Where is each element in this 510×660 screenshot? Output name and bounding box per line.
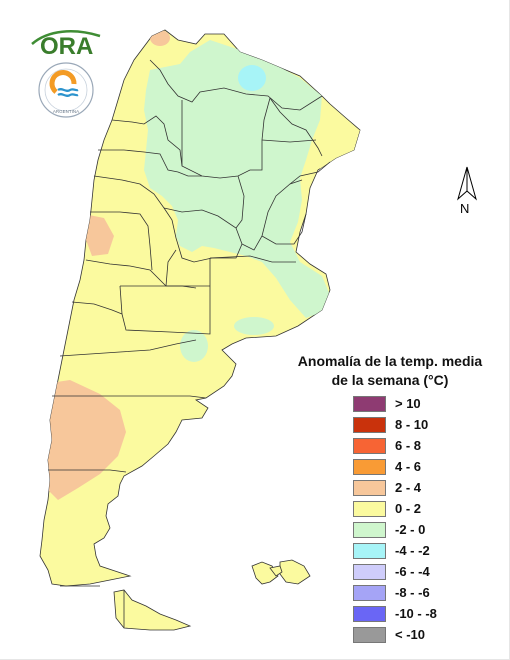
legend-swatch xyxy=(353,501,386,517)
border-entre-rios xyxy=(261,213,307,245)
border-rio-negro xyxy=(59,339,197,357)
ora-wordmark: ORA xyxy=(40,33,93,60)
legend-item: 2 - 4 xyxy=(353,479,493,500)
legend-label: -6 - -4 xyxy=(395,564,430,579)
legend-item: 0 - 2 xyxy=(353,500,493,521)
legend-label: -2 - 0 xyxy=(395,522,426,537)
legend-title-line2: de la semana (°C) xyxy=(331,372,449,388)
legend-swatch xyxy=(353,459,386,475)
zone-warm-west xyxy=(84,214,114,256)
border-la-rioja xyxy=(93,175,173,221)
anomaly-zones xyxy=(44,30,360,500)
legend-label: 2 - 4 xyxy=(395,480,422,495)
legend-item: < -10 xyxy=(353,626,493,647)
ora-swoosh xyxy=(31,30,101,45)
wave-icon xyxy=(57,88,79,92)
legend-item: > 10 xyxy=(353,395,493,416)
border-neuquen xyxy=(71,301,123,315)
zone-cold-spot xyxy=(238,65,266,91)
legend-item: -4 - -2 xyxy=(353,542,493,563)
legend-swatch xyxy=(353,606,386,622)
legend-label: -10 - -8 xyxy=(395,606,437,621)
border-chaco-formosa xyxy=(269,97,323,157)
legend-item: 8 - 10 xyxy=(353,416,493,437)
legend-label: 8 - 10 xyxy=(395,417,429,432)
north-label: N xyxy=(460,201,470,216)
legend-swatch xyxy=(353,480,386,496)
border-santiago xyxy=(181,97,271,179)
legend-swatch xyxy=(353,543,386,559)
malvinas-islands xyxy=(251,559,311,585)
legend-swatch xyxy=(353,417,386,433)
legend-label: > 10 xyxy=(395,396,421,411)
legend-item: -6 - -4 xyxy=(353,563,493,584)
zone-cool-north xyxy=(144,40,332,318)
legend-title-line1: Anomalía de la temp. media xyxy=(297,353,483,369)
border-san-luis xyxy=(165,249,177,287)
smn-logo: ARGENTINA xyxy=(36,60,96,120)
legend-swatch xyxy=(353,396,386,412)
legend-label: 4 - 6 xyxy=(395,459,422,474)
border-corrientes xyxy=(289,161,331,185)
legend-item: -10 - -8 xyxy=(353,605,493,626)
ora-logo: ORA xyxy=(28,26,108,62)
border-jujuy-salta xyxy=(149,59,323,111)
smn-country-label: ARGENTINA xyxy=(53,109,79,114)
legend-item: -8 - -6 xyxy=(353,584,493,605)
legend: Anomalía de la temp. media de la semana … xyxy=(285,352,505,643)
sun-arc-icon xyxy=(49,70,77,94)
legend-item: -2 - 0 xyxy=(353,521,493,542)
legend-items: > 10 8 - 10 6 - 8 4 - 6 2 - 4 0 - 2 -2 - 0 -4 -… xyxy=(353,395,493,647)
border-catamarca xyxy=(98,149,202,177)
north-arrow-icon xyxy=(452,165,482,217)
border-santa-cruz xyxy=(48,469,127,473)
legend-label: 0 - 2 xyxy=(395,501,422,516)
border-salta-tucuman xyxy=(111,115,183,167)
legend-swatch xyxy=(353,585,386,601)
border-chaco-santafe xyxy=(261,139,317,143)
legend-item: 4 - 6 xyxy=(353,458,493,479)
legend-swatch xyxy=(353,564,386,580)
zone-cool-coast-patch xyxy=(234,317,274,335)
legend-swatch xyxy=(353,627,386,643)
zone-cool-south-patch xyxy=(180,330,208,362)
legend-item: 6 - 8 xyxy=(353,437,493,458)
province-boundaries xyxy=(48,59,331,587)
zone-warm-ne xyxy=(318,128,360,170)
legend-label: < -10 xyxy=(395,627,425,642)
zone-warm-nw-corner xyxy=(150,30,170,46)
border-san-juan xyxy=(90,211,153,271)
legend-label: 6 - 8 xyxy=(395,438,422,453)
border-chubut xyxy=(52,395,207,399)
border-cordoba xyxy=(163,207,243,263)
border-buenos-aires xyxy=(209,255,296,263)
border-la-pampa xyxy=(119,258,211,335)
legend-swatch xyxy=(353,522,386,538)
legend-label: -4 - -2 xyxy=(395,543,430,558)
legend-swatch xyxy=(353,438,386,454)
legend-label: -8 - -6 xyxy=(395,585,430,600)
tierra-del-fuego-island xyxy=(113,589,192,631)
